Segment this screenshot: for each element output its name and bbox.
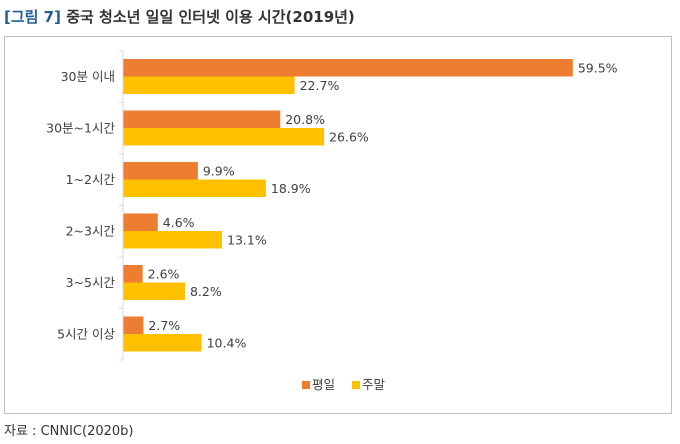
bar-weekend <box>123 282 185 300</box>
legend-swatch-weekday <box>302 381 310 389</box>
category-label: 2~3시간 <box>66 223 116 238</box>
data-label: 26.6% <box>329 129 369 144</box>
data-label: 2.7% <box>148 318 180 333</box>
figure-title: [그림 7] 중국 청소년 일일 인터넷 이용 시간(2019년) <box>4 6 355 27</box>
bar-weekend <box>123 76 295 94</box>
bar-weekday <box>123 59 573 77</box>
data-label: 9.9% <box>203 163 235 178</box>
bar-weekday <box>123 316 144 334</box>
bar-weekday <box>123 162 198 180</box>
bar-weekend <box>123 231 223 249</box>
figure-label: [그림 7] <box>4 8 61 26</box>
legend-label: 주말 <box>362 377 386 392</box>
legend-label: 평일 <box>312 377 335 392</box>
data-label: 4.6% <box>163 215 195 230</box>
source-note: 자료 : CNNIC(2020b) <box>4 424 134 439</box>
bar-weekday <box>123 213 158 231</box>
data-label: 20.8% <box>285 112 325 127</box>
data-label: 8.2% <box>190 284 222 299</box>
bar-weekend <box>123 334 202 352</box>
bar-weekend <box>123 128 325 146</box>
category-label: 30분~1시간 <box>46 120 115 135</box>
data-label: 18.9% <box>271 181 311 196</box>
figure-title-text: 중국 청소년 일일 인터넷 이용 시간(2019년) <box>66 8 355 26</box>
data-label: 59.5% <box>578 60 618 75</box>
chart-frame: 30분 이내 59.5% 22.7% 30분~1시간 20.8% 26.6% 1~2시간 9.… <box>4 36 672 414</box>
data-label: 22.7% <box>300 78 340 93</box>
category-label: 3~5시간 <box>66 275 116 290</box>
bar-chart: 30분 이내 59.5% 22.7% 30분~1시간 20.8% 26.6% 1~2시간 9.… <box>46 50 618 392</box>
bar-weekend <box>123 179 266 197</box>
data-label: 13.1% <box>227 232 267 247</box>
legend-swatch-weekend <box>352 381 360 389</box>
data-label: 10.4% <box>207 335 247 350</box>
category-label: 5시간 이상 <box>57 326 115 341</box>
bar-weekday <box>123 110 281 128</box>
bar-weekday <box>123 265 143 283</box>
data-label: 2.6% <box>148 266 180 281</box>
category-label: 30분 이내 <box>61 69 115 84</box>
category-label: 1~2시간 <box>66 172 116 187</box>
